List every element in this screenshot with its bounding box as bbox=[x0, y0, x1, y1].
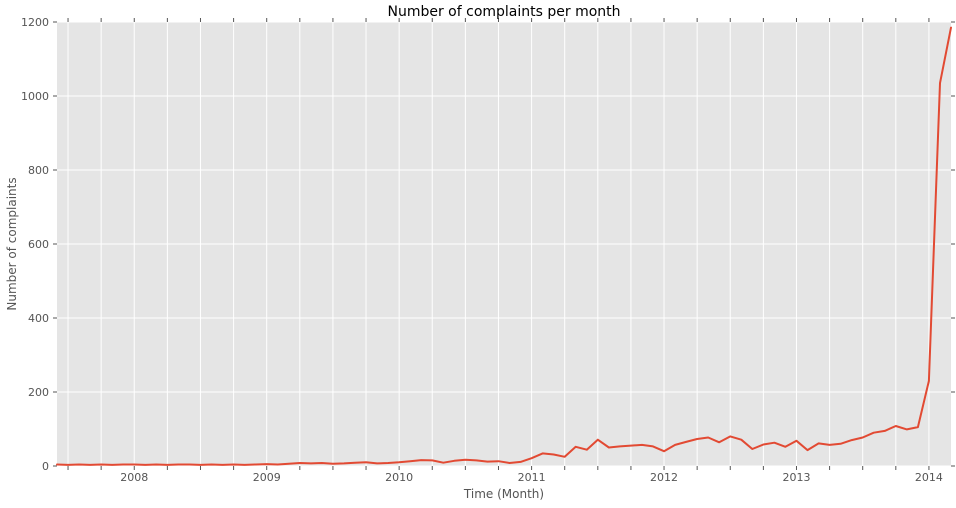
x-tick-label: 2011 bbox=[518, 471, 546, 484]
x-tick-label: 2012 bbox=[650, 471, 678, 484]
data-line-complaints bbox=[56, 26, 952, 466]
x-tick-label: 2014 bbox=[915, 471, 943, 484]
x-tick-label: 2009 bbox=[253, 471, 281, 484]
y-tick-label: 200 bbox=[28, 386, 49, 399]
y-tick-label: 400 bbox=[28, 312, 49, 325]
x-tick-label: 2010 bbox=[385, 471, 413, 484]
x-tick-label: 2008 bbox=[120, 471, 148, 484]
y-tick-label: 1000 bbox=[21, 90, 49, 103]
y-axis-label-text: Number of complaints bbox=[5, 177, 19, 311]
y-tick-label: 0 bbox=[42, 460, 49, 473]
chart-title: Number of complaints per month bbox=[387, 4, 621, 20]
x-axis-label: Time (Month) bbox=[463, 487, 545, 501]
y-tick-label: 1200 bbox=[21, 16, 49, 29]
y-tick-label: 600 bbox=[28, 238, 49, 251]
y-tick-label: 800 bbox=[28, 164, 49, 177]
x-tick-label: 2013 bbox=[782, 471, 810, 484]
